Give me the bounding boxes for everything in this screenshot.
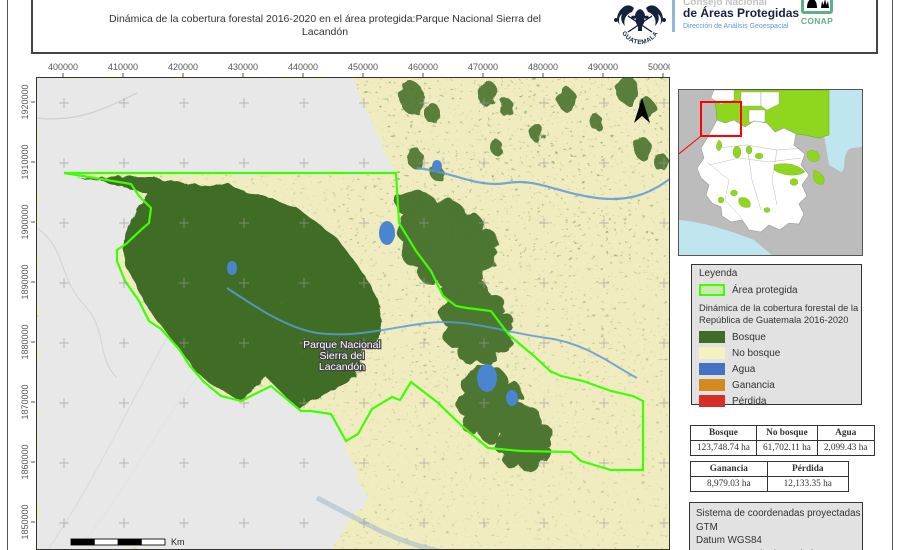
svg-text:420000: 420000 [168,62,198,72]
svg-text:1850000: 1850000 [20,504,30,539]
svg-text:Lacandón: Lacandón [319,361,365,373]
svg-text:1890000: 1890000 [20,264,30,299]
svg-text:490000: 490000 [588,62,618,72]
svg-text:440000: 440000 [288,62,318,72]
svg-text:430000: 430000 [228,62,258,72]
svg-text:GUATEMALA: GUATEMALA [620,30,660,46]
svg-text:450000: 450000 [348,62,378,72]
svg-text:1920000: 1920000 [20,84,30,119]
svg-text:1910000: 1910000 [20,144,30,179]
svg-text:410000: 410000 [108,62,138,72]
svg-text:Km: Km [171,537,185,547]
svg-text:500000: 500000 [648,62,670,72]
svg-text:400000: 400000 [48,62,78,72]
svg-text:1870000: 1870000 [20,384,30,419]
svg-text:460000: 460000 [408,62,438,72]
svg-text:1860000: 1860000 [20,444,30,479]
svg-text:1900000: 1900000 [20,204,30,239]
svg-text:470000: 470000 [468,62,498,72]
svg-text:480000: 480000 [528,62,558,72]
svg-text:1880000: 1880000 [20,324,30,359]
